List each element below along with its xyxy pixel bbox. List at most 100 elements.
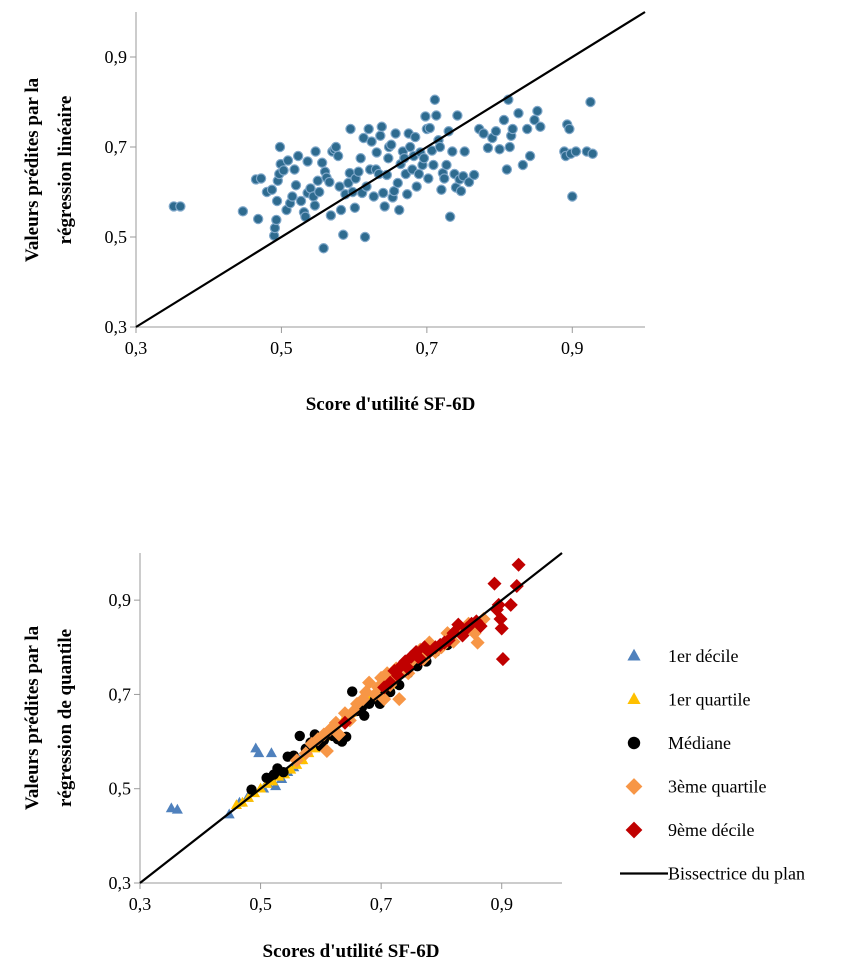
data-point [246, 784, 257, 795]
data-point [424, 122, 435, 134]
data-point [292, 150, 304, 162]
data-point [441, 159, 452, 171]
legend-item: 1er quartile [627, 690, 750, 710]
data-point [366, 136, 377, 147]
chart-2: 0,3 0,5 0,7 0,9 0,3 0,5 0,7 0,9 Scores d'utilité… [22, 552, 805, 962]
x-tick-label: 0,5 [270, 338, 293, 358]
legend-marker [625, 821, 643, 839]
data-point [434, 141, 446, 153]
x-tick-label: 0,7 [370, 894, 393, 914]
legend-label: 3ème quartile [668, 777, 766, 797]
data-point [513, 108, 524, 119]
y-tick-label: 0,9 [109, 590, 132, 610]
data-point [363, 123, 374, 135]
data-point [570, 146, 582, 157]
data-point [473, 619, 488, 634]
data-point [295, 195, 307, 207]
data-point [504, 141, 515, 153]
data-point [470, 635, 485, 650]
x-tick-label: 0,9 [490, 894, 513, 914]
legend-label: 9ème décile [668, 820, 754, 840]
y-tick-label: 0,3 [109, 873, 132, 893]
data-point [564, 123, 575, 135]
data-point [587, 148, 598, 159]
data-point [529, 114, 540, 126]
data-point [431, 110, 442, 121]
data-point [390, 128, 401, 139]
data-point [375, 130, 386, 141]
data-point [487, 576, 502, 591]
data-point [444, 211, 456, 222]
data-point [252, 213, 264, 225]
data-point [509, 578, 524, 594]
data-point [410, 131, 421, 143]
data-point [418, 153, 430, 164]
data-point [312, 175, 323, 186]
data-point [316, 157, 328, 168]
data-point [290, 180, 302, 191]
data-point [524, 150, 536, 162]
legend-item: Bissectrice du plan [620, 864, 805, 884]
data-point [378, 187, 389, 199]
data-point [413, 168, 425, 180]
data-point [494, 621, 509, 636]
data-point [346, 703, 362, 718]
x-tick-label: 0,3 [125, 338, 148, 358]
y-axis-title-line: Valeurs prédites par la [22, 625, 43, 810]
data-point [274, 141, 286, 153]
data-point [535, 121, 546, 132]
data-point [493, 611, 508, 627]
data-point [463, 176, 475, 188]
data-point [255, 173, 267, 184]
y-axis-title-line: Valeurs prédites par la [22, 77, 43, 262]
data-point [386, 139, 397, 150]
legend-marker [627, 692, 641, 704]
data-point [175, 201, 186, 212]
data-point [359, 710, 370, 721]
legend-label: Médiane [668, 733, 731, 753]
data-point [401, 661, 416, 676]
data-point [459, 146, 470, 157]
x-axis-title: Score d'utilité SF-6D [306, 394, 476, 415]
data-point [411, 181, 422, 192]
legend-label: Bissectrice du plan [668, 864, 805, 884]
y-tick-label: 0,7 [109, 684, 132, 704]
data-point [349, 202, 361, 213]
data-point [355, 153, 366, 164]
data-point [324, 176, 335, 188]
data-point [171, 803, 183, 814]
data-point [402, 189, 413, 200]
bisector-line [135, 11, 646, 328]
data-point [428, 159, 439, 171]
y-tick-label: 0,5 [109, 779, 132, 799]
data-point [266, 184, 278, 195]
legend-item: 9ème décile [625, 820, 754, 840]
y-axis-title-line: régression linéaire [55, 96, 76, 245]
data-point [334, 181, 345, 192]
data-point [345, 123, 356, 135]
y-tick-label: 0,3 [105, 317, 128, 337]
data-point [490, 126, 502, 137]
data-point [452, 110, 463, 121]
data-point [271, 214, 282, 226]
data-point [404, 141, 416, 153]
data-point [265, 747, 277, 758]
legend-label: 1er quartile [668, 690, 750, 710]
data-point [309, 200, 321, 211]
data-point [332, 150, 344, 162]
legend-marker [627, 648, 641, 661]
legend-marker [625, 778, 643, 795]
data-point [429, 94, 441, 105]
legend-item: 3ème quartile [625, 777, 766, 797]
data-point [371, 147, 382, 158]
y-tick-label: 0,7 [105, 137, 128, 157]
data-point [319, 743, 334, 759]
data-point [310, 146, 321, 157]
data-point [394, 204, 405, 216]
data-point [413, 652, 428, 667]
data-point [318, 243, 329, 254]
legend-label: 1er décile [668, 646, 738, 666]
data-point [289, 164, 300, 175]
data-point [359, 231, 371, 243]
data-point [436, 184, 447, 195]
